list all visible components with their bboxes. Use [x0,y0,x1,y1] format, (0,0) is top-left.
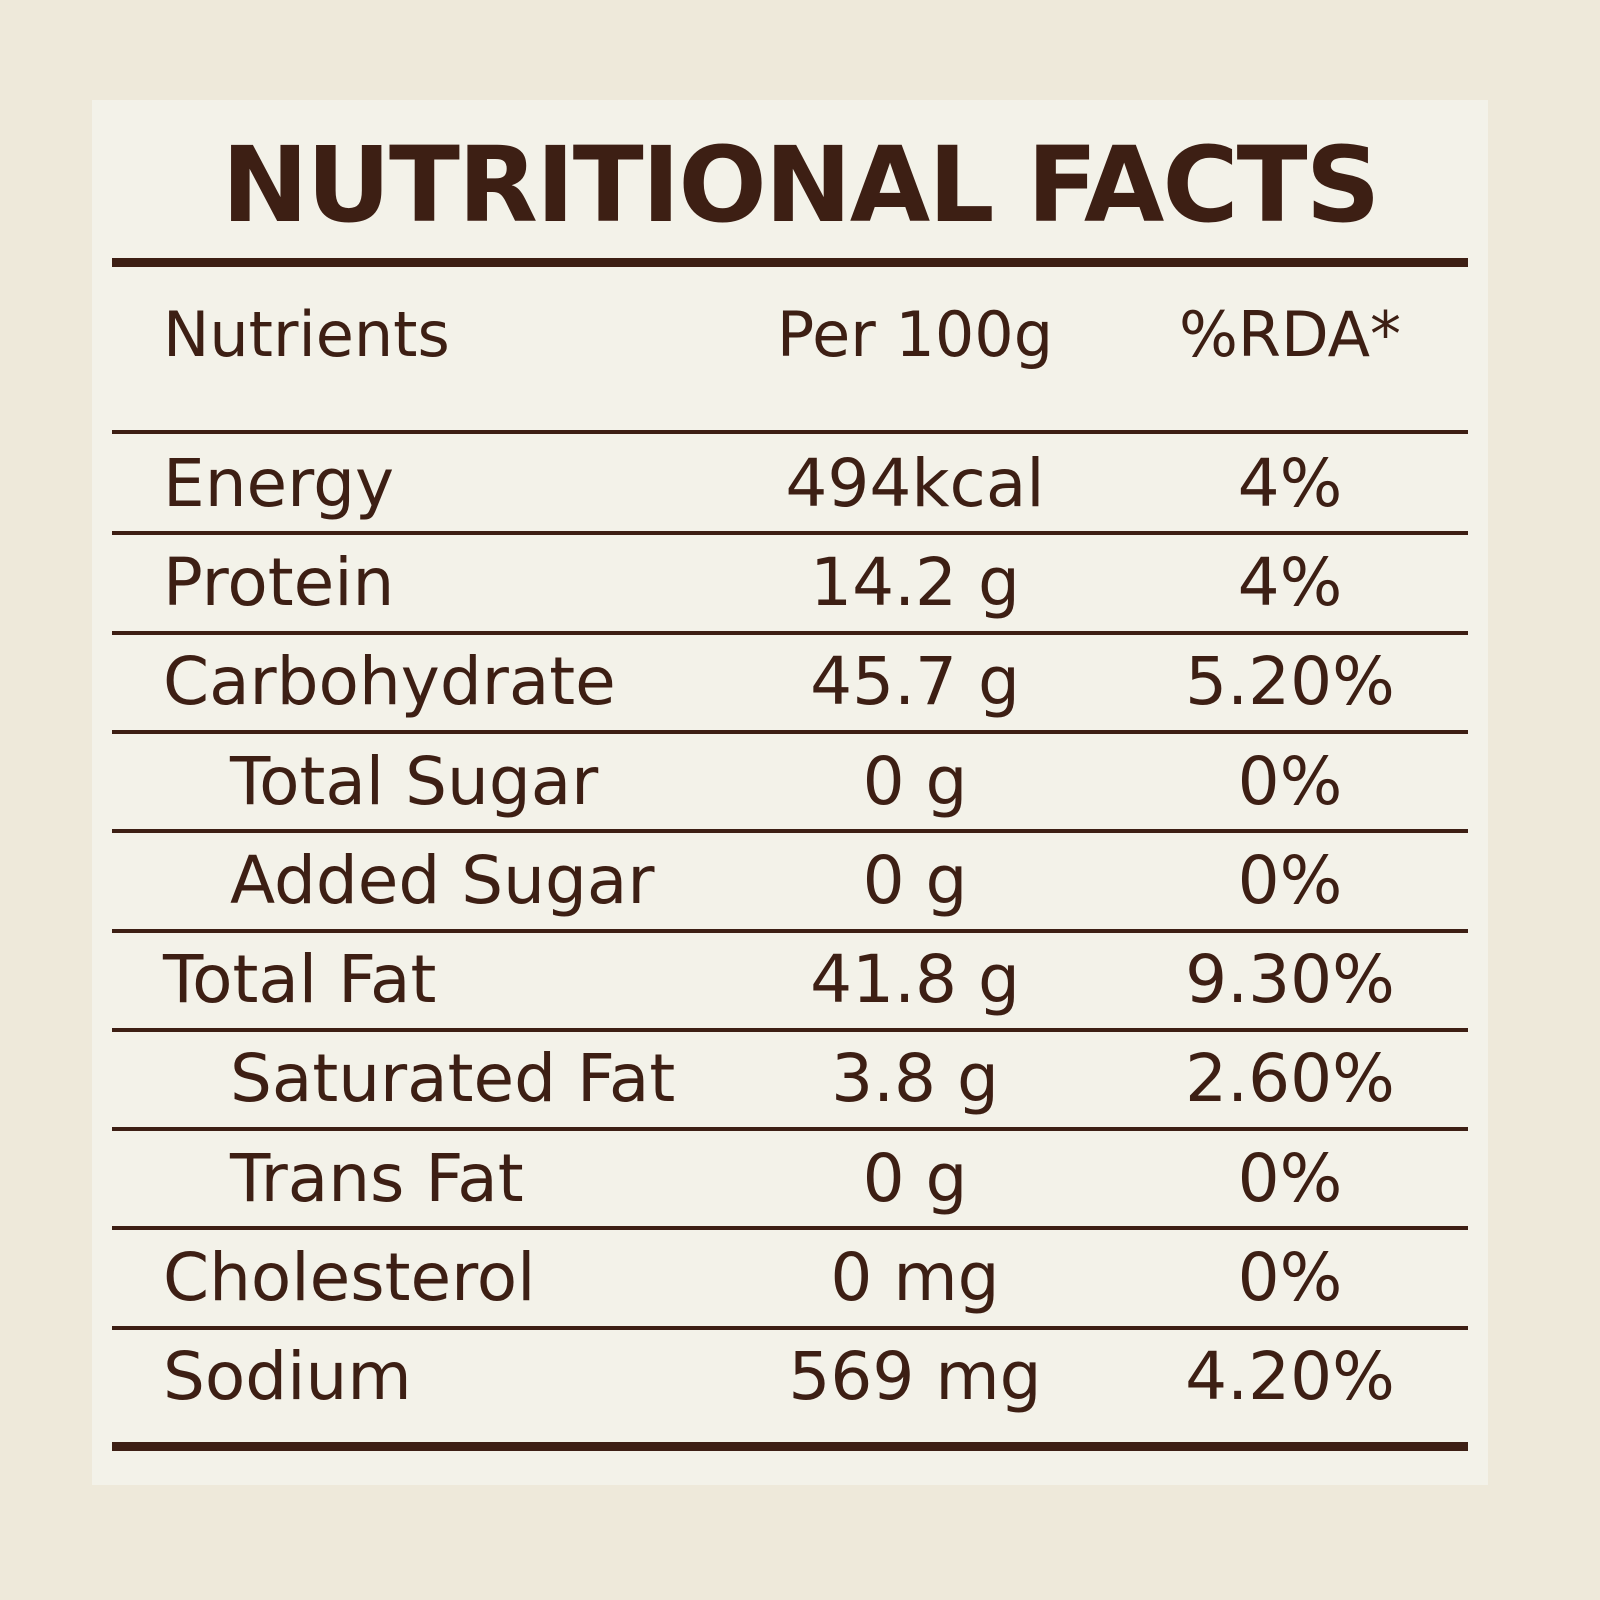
row-rule [112,1226,1468,1231]
row-label: Total Fat [163,941,437,1019]
row-label: Added Sugar [230,841,655,919]
row-value: 4.20% [1185,1338,1395,1416]
row-value: 0% [1237,742,1343,820]
row-value: 5.20% [1185,643,1395,721]
row-value: 9.30% [1185,941,1395,1019]
row-value: 569 mg [788,1338,1042,1416]
panel [92,100,1488,1485]
rule [112,258,1468,267]
row-value: 494kcal [785,444,1045,522]
row-value: 0 g [862,841,968,919]
row-label: Carbohydrate [163,643,616,721]
row-value: 0 g [862,742,968,820]
row-rule [112,928,1468,933]
row-rule [112,1325,1468,1330]
row-label: Protein [163,543,395,621]
row-value: 45.7 g [810,643,1020,721]
row-rule [112,531,1468,536]
title: NUTRITIONAL FACTS [221,124,1380,246]
row-rule [112,729,1468,734]
row-rule [112,630,1468,635]
row-label: Energy [163,444,395,522]
header-cell: Per 100g [776,298,1054,371]
row-value: 0% [1237,841,1343,919]
row-label: Total Sugar [230,742,599,820]
row-value: 4% [1237,444,1343,522]
row-value: 0% [1237,1239,1343,1317]
row-label: Sodium [163,1338,412,1416]
row-rule [112,829,1468,834]
row-label: Trans Fat [230,1139,524,1217]
row-rule [112,1027,1468,1032]
row-value: 0 g [862,1139,968,1217]
row-label: Cholesterol [163,1239,536,1317]
row-label: Saturated Fat [230,1040,676,1118]
row-value: 2.60% [1185,1040,1395,1118]
rule [112,430,1468,434]
rule [112,1442,1468,1451]
header-cell: %RDA* [1178,298,1402,371]
header-cell: Nutrients [163,298,450,371]
row-value: 0% [1237,1139,1343,1217]
row-value: 14.2 g [810,543,1020,621]
row-value: 41.8 g [810,941,1020,1019]
row-value: 3.8 g [831,1040,999,1118]
row-rule [112,1127,1468,1132]
row-value: 0 mg [830,1239,1000,1317]
row-value: 4% [1237,543,1343,621]
